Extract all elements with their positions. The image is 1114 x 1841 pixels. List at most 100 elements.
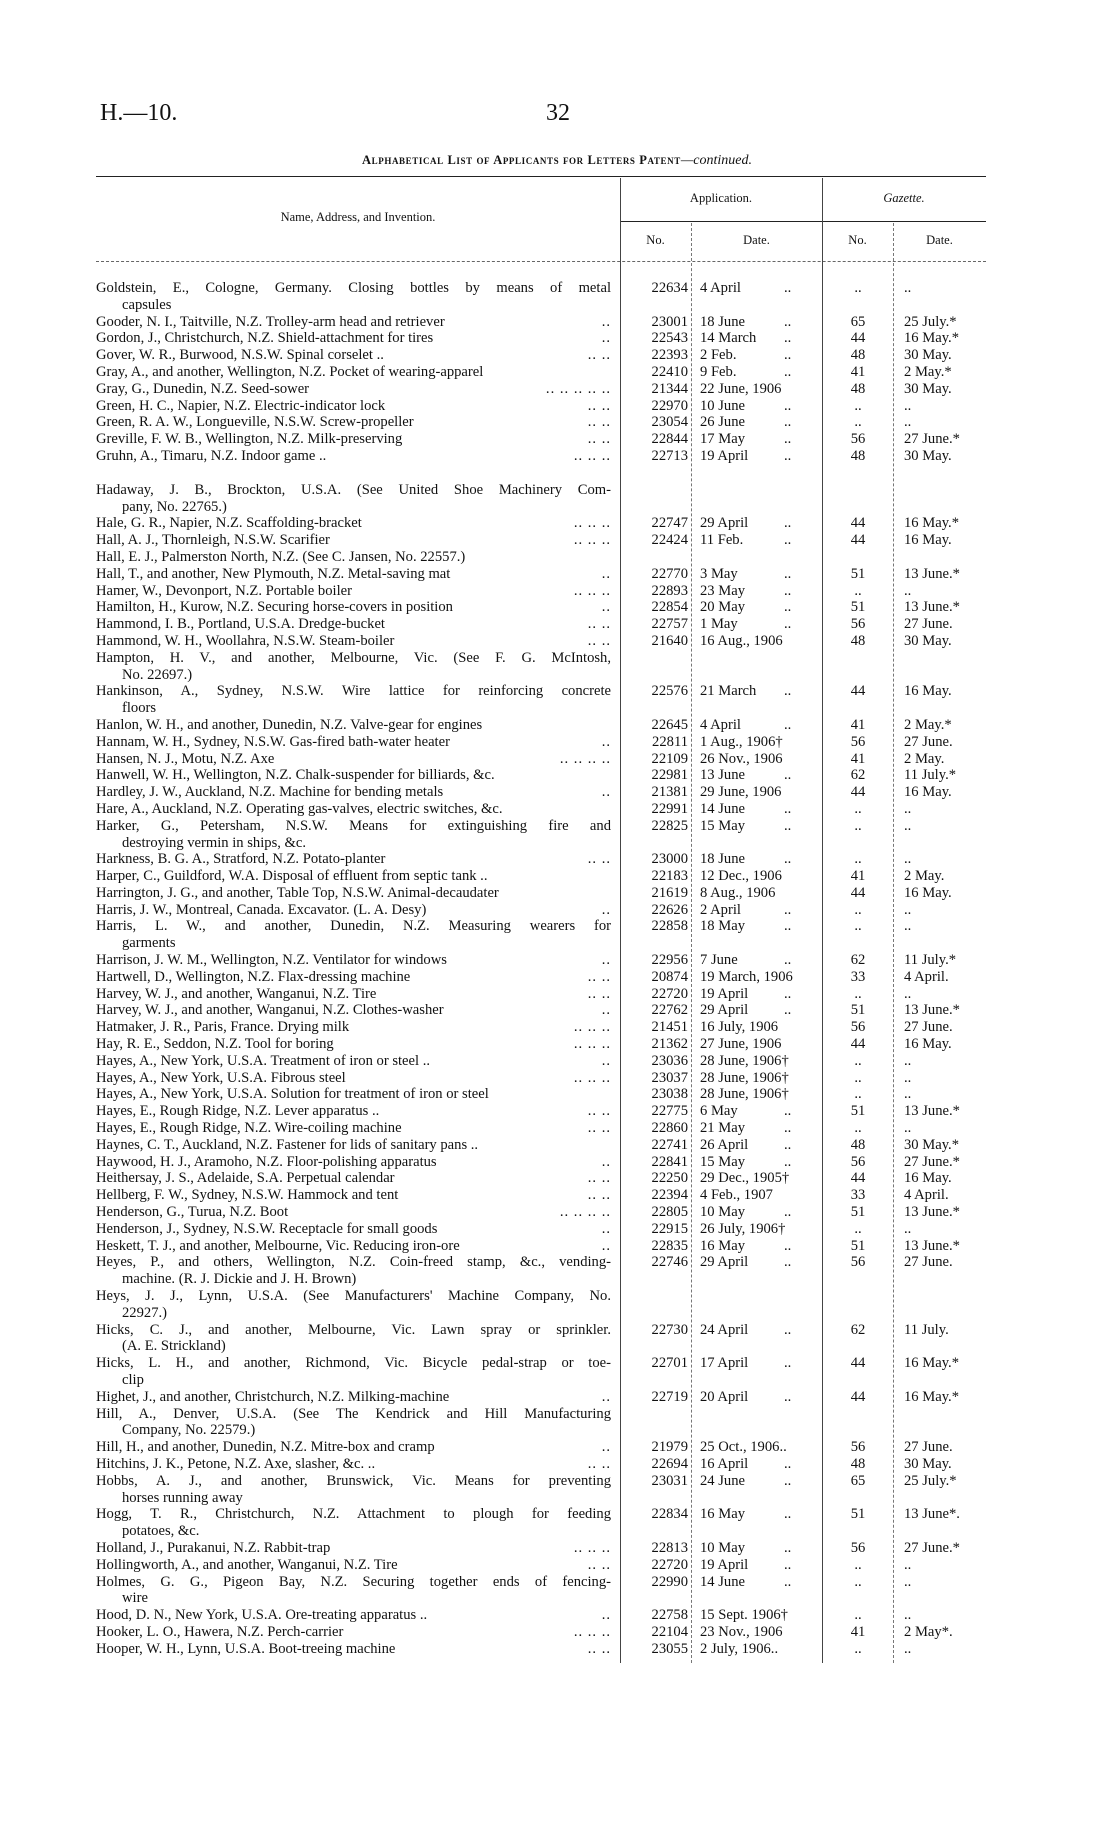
date-dot-leader: .. [784,515,792,532]
gazette-date: 2 May*. [904,1623,953,1640]
gazette-date: .. [904,1086,912,1103]
application-number: 22770 [651,565,688,582]
applicant-entry: Hamer, W., Devonport, N.Z. Portable boil… [96,583,611,600]
dot-leader: .. [601,330,611,347]
table-row: Hall, E. J., Palmerston North, N.Z. (See… [96,549,996,566]
applicant-entry: Gray, A., and another, Wellington, N.Z. … [96,364,611,381]
applicant-text: Hogg, T. R., Christchurch, N.Z. Attachme… [96,1506,611,1523]
applicant-continuation-line: garments [96,935,611,952]
date-dot-leader: .. [784,767,792,784]
table-row: Green, H. C., Napier, N.Z. Electric-indi… [96,398,996,415]
applicant-entry: Harvey, W. J., and another, Wanganui, N.… [96,986,611,1003]
applicant-text: No. 22697.) [122,666,193,683]
application-date: 24 June [700,1472,745,1489]
application-number: 22956 [651,952,688,969]
dot-leader: .. .. .. [573,532,611,549]
application-date: 4 April [700,716,741,733]
applicant-continuation-line: horses running away [96,1490,611,1507]
application-number: 22854 [651,599,688,616]
applicant-name-line: Green, H. C., Napier, N.Z. Electric-indi… [96,398,611,415]
gazette-number: 44 [850,884,866,901]
application-date: 4 Feb., 1907 [700,1187,773,1204]
table-row: Hay, R. E., Seddon, N.Z. Tool for boring… [96,1036,996,1053]
applicant-name-line: Hall, A. J., Thornleigh, N.S.W. Scarifie… [96,532,611,549]
applicant-text: Hayes, A., New York, U.S.A. Fibrous stee… [96,1069,346,1086]
applicant-name-line: Harrison, J. W. M., Wellington, N.Z. Ven… [96,952,611,969]
table-row: Hollingworth, A., and another, Wanganui,… [96,1557,996,1574]
applicant-entry: Hill, A., Denver, U.S.A. (See The Kendri… [96,1406,611,1440]
table-row: Hadaway, J. B., Brockton, U.S.A. (See Un… [96,482,996,516]
applicant-text: Hicks, L. H., and another, Richmond, Vic… [96,1355,611,1372]
header-gazette-no: No. [848,233,867,247]
table-row: Hayes, E., Rough Ridge, N.Z. Lever appar… [96,1103,996,1120]
applicant-name-line: Hill, H., and another, Dunedin, N.Z. Mit… [96,1439,611,1456]
applicant-name-line: Gray, G., Dunedin, N.Z. Seed-sower .. .. … [96,381,611,398]
applicant-text: Hamer, W., Devonport, N.Z. Portable boil… [96,582,352,599]
table-row: Hellberg, F. W., Sydney, N.S.W. Hammock … [96,1187,996,1204]
applicant-entry: Holland, J., Purakanui, N.Z. Rabbit-trap… [96,1540,611,1557]
header-gazette: Gazette. [883,191,925,205]
applicant-entry: Holmes, G. G., Pigeon Bay, N.Z. Securing… [96,1574,611,1608]
gazette-date: .. [904,1640,912,1657]
date-dot-leader: .. [784,280,792,296]
applicant-name-line: Hammond, I. B., Portland, U.S.A. Dredge-… [96,616,611,633]
applicant-entry: Hanlon, W. H., and another, Dunedin, N.Z… [96,717,611,734]
gazette-date: 16 May. [904,784,952,801]
applicant-text: Hay, R. E., Seddon, N.Z. Tool for boring [96,1036,334,1053]
gazette-date: 4 April. [904,1187,949,1204]
header-name-column: Name, Address, and Invention. [280,210,436,224]
gazette-date: 13 June.* [904,1103,960,1120]
application-date: 11 Feb. [700,532,744,549]
dot-leader: .. .. [587,1455,611,1472]
gazette-date: .. [904,397,912,414]
gazette-number: 41 [850,716,866,733]
applicant-name-line: Hatmaker, J. R., Paris, France. Drying m… [96,1019,611,1036]
applicant-text: Company, No. 22579.) [122,1422,256,1439]
applicant-entry: Heys, J. J., Lynn, U.S.A. (See Manufactu… [96,1288,611,1322]
applicant-text: Haywood, H. J., Aramoho, N.Z. Floor-poli… [96,1153,437,1170]
applicant-continuation-line: floors [96,700,611,717]
gazette-date: .. [904,1052,912,1069]
applicant-text: Hooper, W. H., Lynn, U.S.A. Boot-treeing… [96,1640,396,1657]
date-dot-leader: .. [784,1254,792,1271]
application-date: 2 Feb. [700,347,737,364]
application-number: 22893 [651,582,688,599]
application-date: 14 June [700,1573,745,1590]
gazette-number: .. [854,280,862,296]
gazette-number: 48 [850,380,866,397]
application-number: 22393 [651,347,688,364]
application-date: 14 March [700,330,757,347]
applicant-entry: Hooper, W. H., Lynn, U.S.A. Boot-treeing… [96,1641,611,1658]
application-number: 22626 [651,901,688,918]
table-row: Greville, F. W. B., Wellington, N.Z. Mil… [96,431,996,448]
applicant-text: Harrison, J. W. M., Wellington, N.Z. Ven… [96,952,447,969]
gazette-number: .. [854,1052,862,1069]
date-dot-leader: .. [784,817,792,834]
table-row: Hamer, W., Devonport, N.Z. Portable boil… [96,583,996,600]
applicant-name-line: Green, R. A. W., Longueville, N.S.W. Scr… [96,414,611,431]
table-row: Henderson, J., Sydney, N.S.W. Receptacle… [96,1221,996,1238]
applicant-entry: Hardley, J. W., Auckland, N.Z. Machine f… [96,784,611,801]
application-number: 23036 [651,1052,688,1069]
gazette-number: 56 [850,1254,866,1271]
gazette-date: .. [904,1069,912,1086]
applicant-entry: Green, H. C., Napier, N.Z. Electric-indi… [96,398,611,415]
document-reference: H.—10. [100,100,178,126]
applicant-name-line: Hood, D. N., New York, U.S.A. Ore-treati… [96,1607,611,1624]
application-number: 22720 [651,985,688,1002]
applicant-name-line: Hampton, H. V., and another, Melbourne, … [96,650,611,667]
application-date: 9 Feb. [700,363,737,380]
dot-leader: .. [601,733,611,750]
applicant-text: Hartwell, D., Wellington, N.Z. Flax-dres… [96,968,411,985]
applicant-name-line: Harris, L. W., and another, Dunedin, N.Z… [96,918,611,935]
application-date: 28 June, 1906† [700,1069,789,1086]
application-date: 6 May [700,1103,738,1120]
applicants-table: Goldstein, E., Cologne, Germany. Closing… [96,280,996,1658]
application-date: 28 June, 1906† [700,1086,789,1103]
table-row: Holland, J., Purakanui, N.Z. Rabbit-trap… [96,1540,996,1557]
gazette-number: .. [854,1556,862,1573]
dot-leader: .. .. .. [573,1539,611,1556]
application-number: 22183 [651,868,688,885]
application-number: 20874 [651,968,688,985]
application-number: 22394 [651,1187,688,1204]
